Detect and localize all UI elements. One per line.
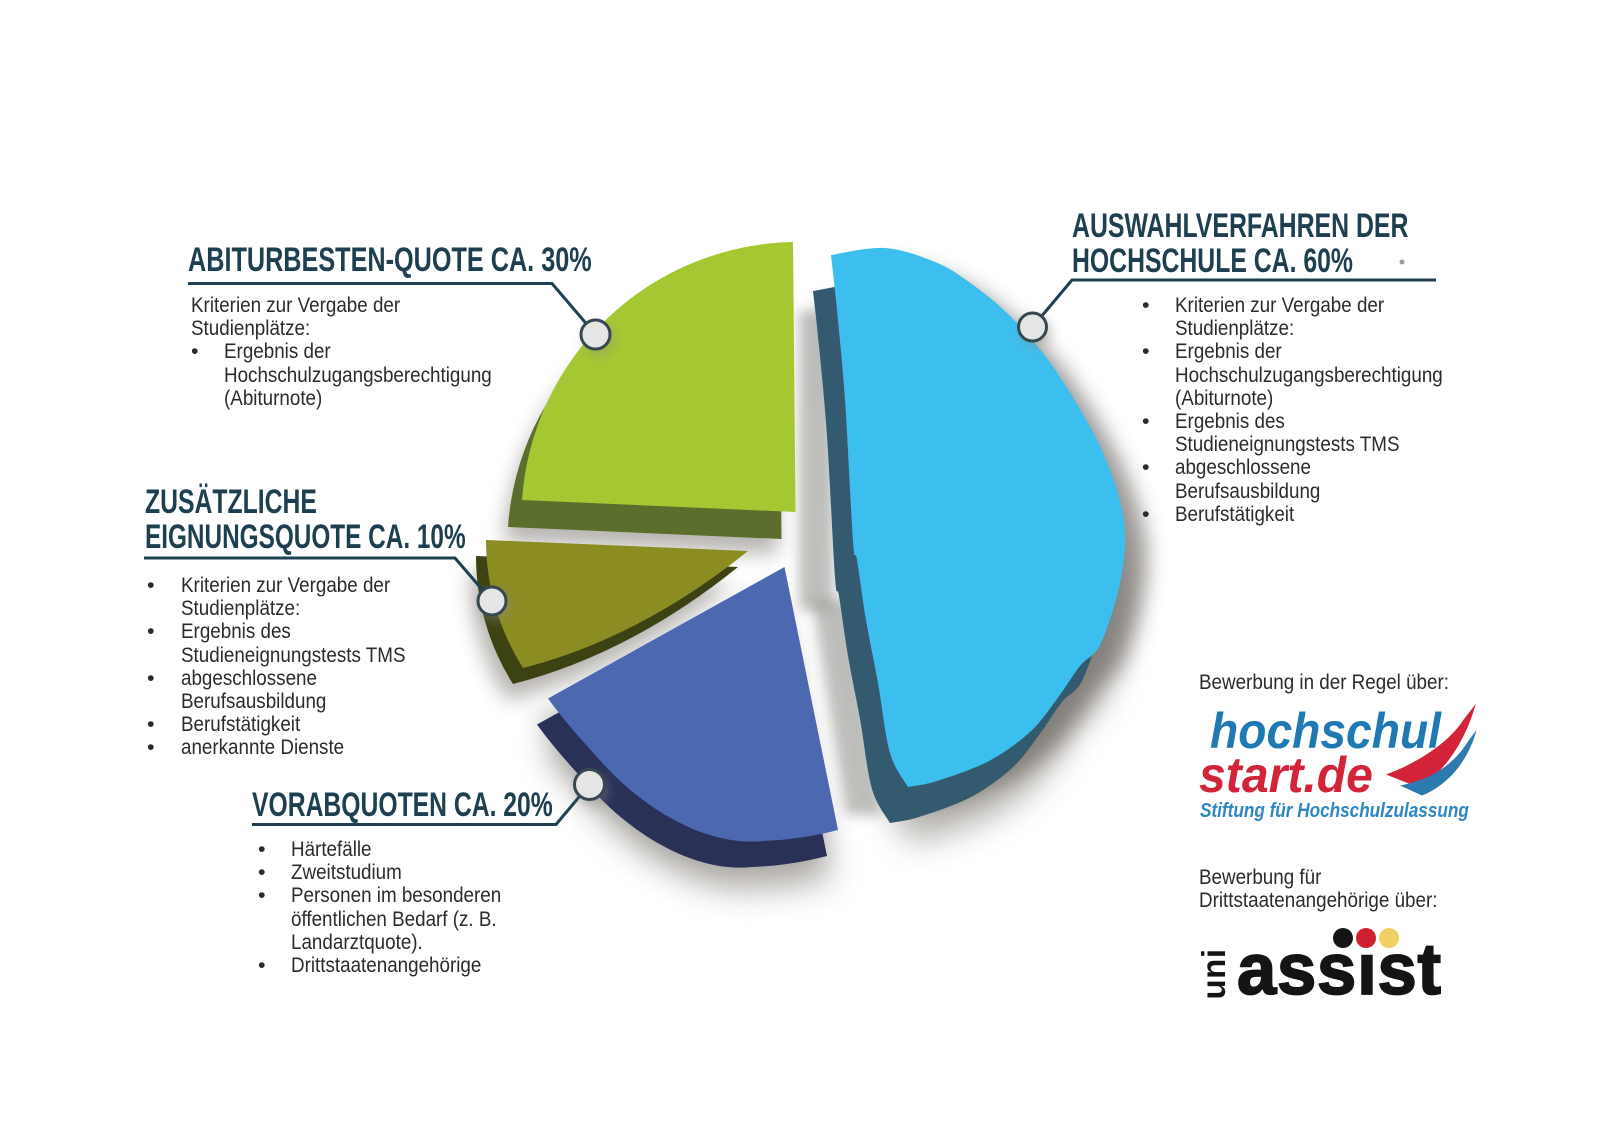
svg-text:uni: uni	[1195, 949, 1232, 1000]
